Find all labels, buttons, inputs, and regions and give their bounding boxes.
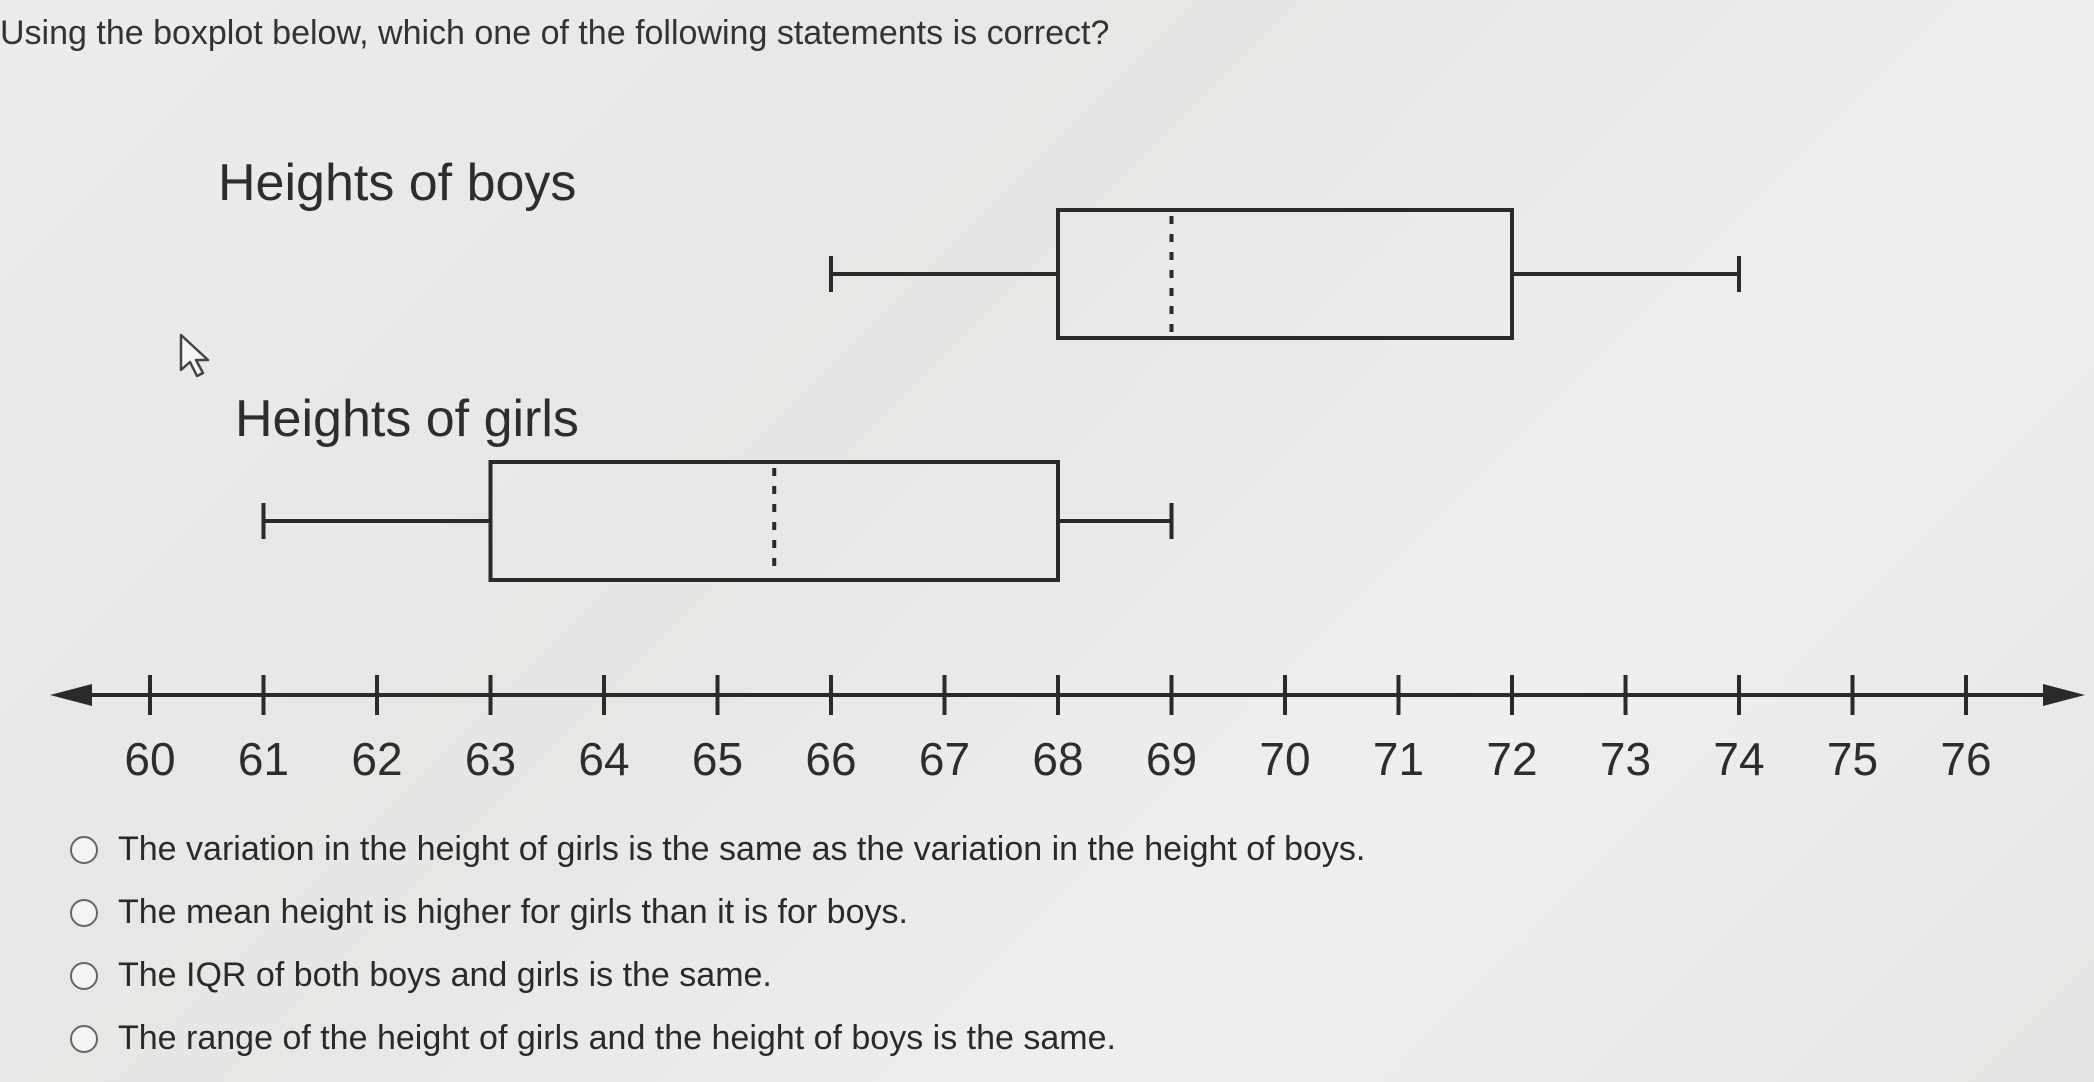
mouse-pointer-icon	[179, 333, 210, 378]
series-label: Heights of boys	[218, 154, 576, 212]
answer-option-1[interactable]: The variation in the height of girls is …	[70, 818, 1365, 881]
answer-option-3[interactable]: The IQR of both boys and girls is the sa…	[70, 944, 1365, 1007]
tick-label: 71	[1373, 733, 1424, 785]
tick-label: 68	[1032, 733, 1083, 785]
answer-options: The variation in the height of girls is …	[70, 818, 1365, 1070]
answer-option-label: The variation in the height of girls is …	[118, 830, 1366, 868]
boxplot-boys: Heights of boys	[218, 154, 1741, 340]
tick-label: 74	[1713, 733, 1764, 785]
radio-button-icon[interactable]	[70, 1024, 98, 1053]
left-arrow-icon	[50, 684, 92, 706]
series-label: Heights of girls	[235, 390, 579, 448]
radio-button-icon[interactable]	[70, 835, 98, 864]
tick-label: 65	[692, 733, 743, 785]
boxplots: Heights of boys Heights of girls	[218, 154, 1741, 582]
boxplot-chart: Heights of boys Heights of girls 60 61 62 63…	[50, 154, 2085, 785]
iqr-box	[1056, 208, 1514, 340]
tick-label: 75	[1827, 733, 1878, 785]
tick-label: 73	[1600, 733, 1651, 785]
answer-option-label: The range of the height of girls and the…	[118, 1019, 1116, 1057]
answer-option-2[interactable]: The mean height is higher for girls than…	[70, 881, 1365, 944]
tick-label: 66	[805, 733, 856, 785]
tick-label: 64	[578, 733, 629, 785]
radio-button-icon[interactable]	[70, 898, 98, 927]
boxplot-girls: Heights of girls	[235, 390, 1174, 582]
tick-label: 70	[1259, 733, 1310, 785]
answer-option-4[interactable]: The range of the height of girls and the…	[70, 1007, 1365, 1070]
answer-option-label: The IQR of both boys and girls is the sa…	[118, 956, 772, 994]
tick-label: 67	[919, 733, 970, 785]
tick-label: 72	[1486, 733, 1537, 785]
tick-label: 62	[351, 733, 402, 785]
tick-label: 61	[238, 733, 289, 785]
number-line-axis: 60 61 62 63 64 65 66 67 68 69 70 71 72 73 74 75 76	[50, 675, 2085, 785]
tick-label: 63	[465, 733, 516, 785]
right-arrow-icon	[2043, 684, 2085, 706]
tick-label: 60	[124, 733, 175, 785]
tick-label: 69	[1146, 733, 1197, 785]
question-text: Using the boxplot below, which one of th…	[0, 14, 1110, 52]
tick-label: 76	[1940, 733, 1991, 785]
answer-option-label: The mean height is higher for girls than…	[118, 893, 908, 931]
radio-button-icon[interactable]	[70, 961, 98, 990]
